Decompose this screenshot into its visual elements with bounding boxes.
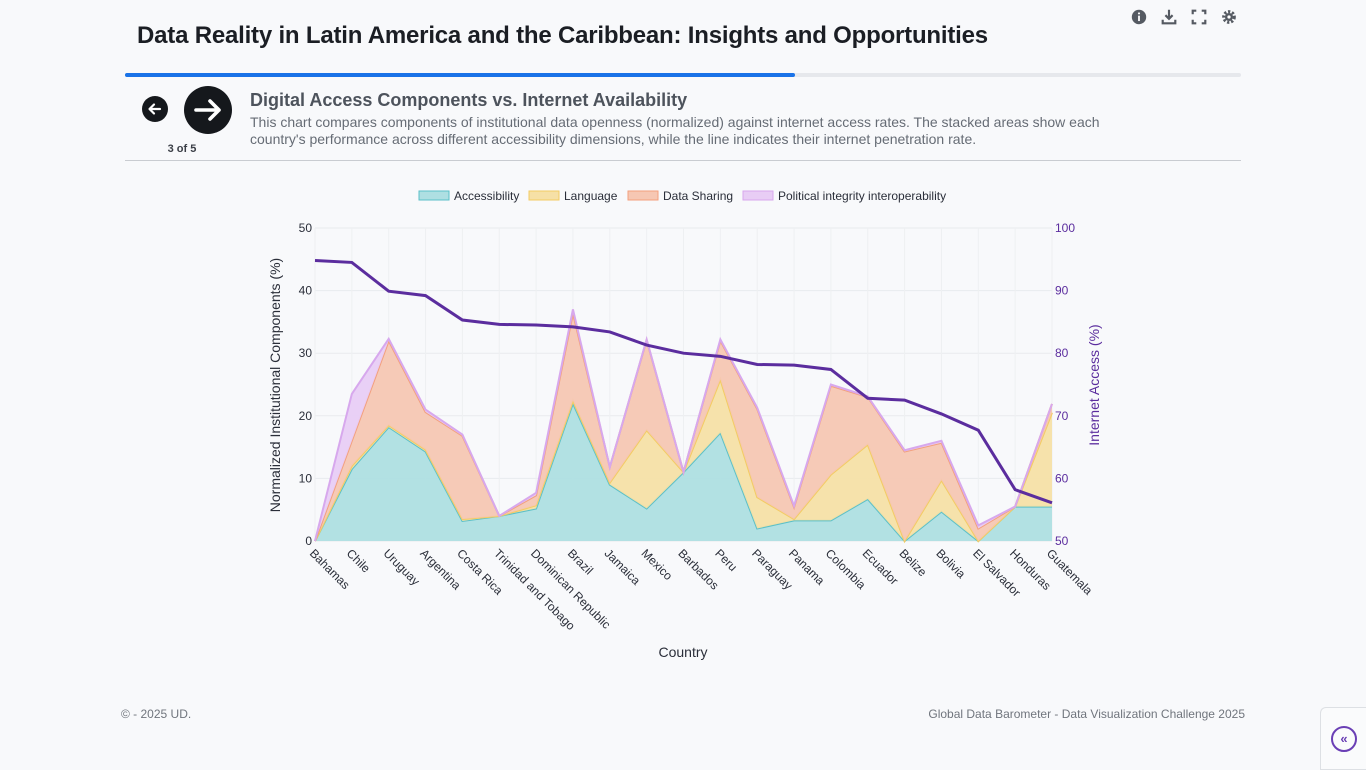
sidebar-toggle-button[interactable]: « [1320, 707, 1366, 770]
legend-swatch [528, 190, 560, 201]
legend-swatch [627, 190, 659, 201]
x-tick-label: Peru [712, 546, 740, 574]
y-tick-label: 0 [305, 534, 312, 548]
y-tick-label: 50 [299, 221, 313, 235]
y2-tick-label: 50 [1055, 534, 1069, 548]
section-divider [125, 160, 1241, 161]
legend-label: Political integrity interoperability [778, 189, 946, 203]
legend-swatch [742, 190, 774, 201]
step-counter: 3 of 5 [167, 143, 197, 155]
y-tick-label: 40 [299, 284, 313, 298]
page-title: Data Reality in Latin America and the Ca… [137, 22, 988, 49]
next-button[interactable] [184, 86, 232, 134]
y2-tick-label: 100 [1055, 221, 1075, 235]
footer-credit: Global Data Barometer - Data Visualizati… [928, 707, 1245, 721]
y-tick-label: 10 [299, 471, 313, 485]
x-tick-label: Chile [344, 546, 373, 575]
x-tick-label: Uruguay [381, 546, 423, 588]
copyright-text: © - 2025 UD. [121, 707, 192, 721]
y-axis-title: Normalized Institutional Components (%) [267, 258, 283, 512]
x-tick-label: Brazil [565, 546, 596, 577]
toolbar [1128, 6, 1240, 28]
y-tick-label: 30 [299, 346, 313, 360]
settings-icon[interactable] [1218, 6, 1240, 28]
x-tick-label: Mexico [639, 546, 676, 583]
legend-label: Data Sharing [663, 189, 733, 203]
x-tick-label: Belize [896, 546, 929, 579]
double-chevron-left-icon: « [1331, 725, 1357, 752]
arrow-left-icon [148, 103, 162, 115]
info-icon[interactable] [1128, 6, 1150, 28]
story-progress-bar [125, 73, 1241, 77]
y-tick-label: 20 [299, 409, 313, 423]
legend-swatch [418, 190, 450, 201]
y2-axis-title: Internet Access (%) [1086, 324, 1102, 445]
story-progress-fill [125, 73, 795, 77]
legend-label: Accessibility [454, 189, 519, 203]
line-political-integrity-interoperability [314, 309, 1053, 542]
x-tick-label: Guatemala [1044, 546, 1096, 598]
download-icon[interactable] [1158, 6, 1180, 28]
chart-title: Digital Access Components vs. Internet A… [250, 90, 688, 110]
x-axis-title: Country [658, 644, 707, 660]
previous-button[interactable] [142, 96, 168, 122]
chart-description: This chart compares components of instit… [250, 114, 1100, 147]
y2-tick-label: 80 [1055, 346, 1069, 360]
fullscreen-icon[interactable] [1188, 6, 1210, 28]
x-tick-label: Bolivia [933, 546, 968, 581]
internet-access-line [314, 259, 1053, 505]
y2-tick-label: 70 [1055, 409, 1069, 423]
y2-tick-label: 60 [1055, 471, 1069, 485]
x-tick-label: Jamaica [602, 546, 644, 588]
y2-tick-label: 90 [1055, 284, 1069, 298]
arrow-right-icon [194, 99, 221, 121]
legend-label: Language [564, 189, 618, 203]
